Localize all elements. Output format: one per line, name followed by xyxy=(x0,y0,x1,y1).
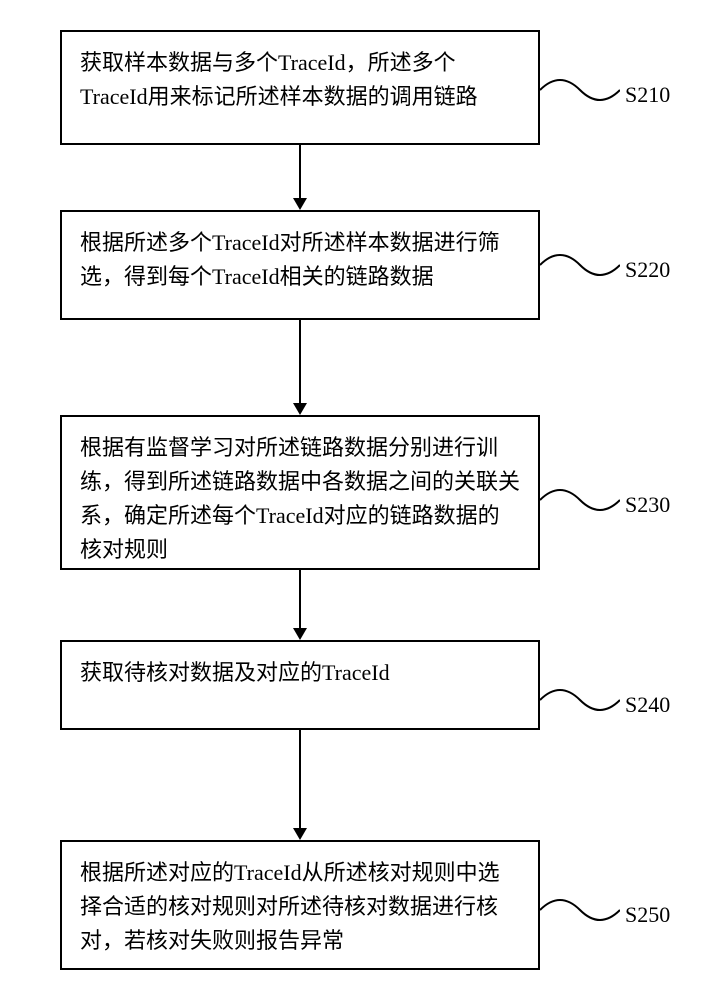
step-text: 根据有监督学习对所述链路数据分别进行训练，得到所述链路数据中各数据之间的关联关系… xyxy=(80,435,520,562)
arrow-down-icon xyxy=(293,828,307,840)
step-label-s220: S220 xyxy=(625,257,670,283)
step-text: 获取样本数据与多个TraceId，所述多个TraceId用来标记所述样本数据的调… xyxy=(80,50,478,109)
label-curve-icon xyxy=(540,245,620,285)
step-label-s210: S210 xyxy=(625,82,670,108)
step-box-s250: 根据所述对应的TraceId从所述核对规则中选择合适的核对规则对所述待核对数据进… xyxy=(60,840,540,970)
arrow-down-icon xyxy=(293,403,307,415)
connector-3 xyxy=(299,570,301,630)
step-box-s220: 根据所述多个TraceId对所述样本数据进行筛选，得到每个TraceId相关的链… xyxy=(60,210,540,320)
step-box-s240: 获取待核对数据及对应的TraceId xyxy=(60,640,540,730)
flowchart-canvas: 获取样本数据与多个TraceId，所述多个TraceId用来标记所述样本数据的调… xyxy=(0,0,725,1000)
step-text: 获取待核对数据及对应的TraceId xyxy=(80,660,390,685)
connector-1 xyxy=(299,145,301,200)
label-curve-icon xyxy=(540,680,620,720)
connector-2 xyxy=(299,320,301,405)
step-label-s240: S240 xyxy=(625,692,670,718)
arrow-down-icon xyxy=(293,628,307,640)
step-box-s210: 获取样本数据与多个TraceId，所述多个TraceId用来标记所述样本数据的调… xyxy=(60,30,540,145)
step-text: 根据所述多个TraceId对所述样本数据进行筛选，得到每个TraceId相关的链… xyxy=(80,230,500,289)
connector-4 xyxy=(299,730,301,830)
label-curve-icon xyxy=(540,70,620,110)
step-box-s230: 根据有监督学习对所述链路数据分别进行训练，得到所述链路数据中各数据之间的关联关系… xyxy=(60,415,540,570)
step-text: 根据所述对应的TraceId从所述核对规则中选择合适的核对规则对所述待核对数据进… xyxy=(80,860,500,953)
label-curve-icon xyxy=(540,480,620,520)
step-label-s250: S250 xyxy=(625,902,670,928)
arrow-down-icon xyxy=(293,198,307,210)
step-label-s230: S230 xyxy=(625,492,670,518)
label-curve-icon xyxy=(540,890,620,930)
